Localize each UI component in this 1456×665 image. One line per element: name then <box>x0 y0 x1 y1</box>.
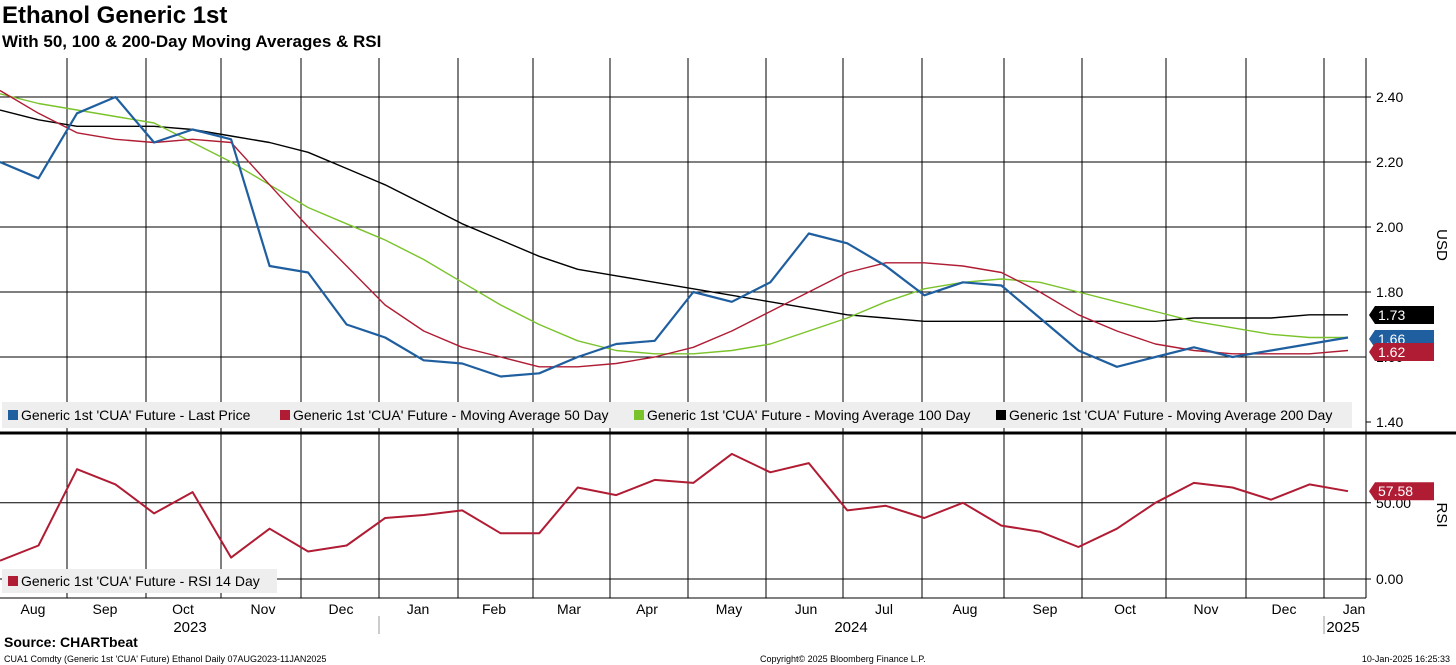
rsi-legend-box <box>2 569 277 593</box>
rsi-legend-label: Generic 1st 'CUA' Future - RSI 14 Day <box>21 573 260 589</box>
x-year-label: 2025 <box>1326 619 1359 636</box>
source-note: Source: CHARTbeat <box>4 634 138 650</box>
x-tick-label: Aug <box>953 601 978 617</box>
x-tick-label: Jul <box>875 601 893 617</box>
rsi-legend-swatch <box>8 576 18 586</box>
x-tick-label: Oct <box>172 601 194 617</box>
x-tick-label: Aug <box>21 601 46 617</box>
footer-copyright: Copyright© 2025 Bloomberg Finance L.P. <box>760 654 926 664</box>
y-axis-title: USD <box>1433 229 1450 261</box>
chart-title: Ethanol Generic 1st <box>2 2 228 29</box>
series-ma-50 <box>0 89 1349 368</box>
x-tick-label: Sep <box>93 601 118 617</box>
legend-box <box>2 402 1352 428</box>
rsi-last-value-label: 57.58 <box>1378 483 1413 499</box>
y-tick-label: 2.00 <box>1376 219 1403 235</box>
legend-swatch <box>280 410 290 420</box>
last-value-label: 1.73 <box>1378 307 1405 323</box>
footer-ticker: CUA1 Comdty (Generic 1st 'CUA' Future) E… <box>4 654 327 664</box>
x-tick-label: Jun <box>795 601 818 617</box>
x-tick-label: Oct <box>1114 601 1136 617</box>
legend-label: Generic 1st 'CUA' Future - Moving Averag… <box>1009 407 1332 423</box>
x-tick-label: Nov <box>1194 601 1219 617</box>
series-ma-200 <box>0 109 1348 322</box>
footer-timestamp: 10-Jan-2025 16:25:33 <box>1361 654 1450 664</box>
x-tick-label: Nov <box>251 601 276 617</box>
last-value-flag <box>1369 306 1434 324</box>
chart-subtitle: With 50, 100 & 200-Day Moving Averages &… <box>2 32 382 51</box>
y-tick-label: 1.40 <box>1376 414 1403 430</box>
legend-label: Generic 1st 'CUA' Future - Last Price <box>21 407 251 423</box>
x-year-label: 2023 <box>173 619 206 636</box>
series-ma-100 <box>0 93 1348 355</box>
legend-label: Generic 1st 'CUA' Future - Moving Averag… <box>293 407 609 423</box>
rsi-tick-label: 0.00 <box>1376 571 1403 587</box>
rsi-axis-title: RSI <box>1433 502 1450 527</box>
last-value-flag <box>1369 343 1434 361</box>
x-tick-label: Dec <box>329 601 354 617</box>
series-rsi-14 <box>0 452 1349 562</box>
x-tick-label: Dec <box>1272 601 1297 617</box>
x-tick-label: Mar <box>557 601 581 617</box>
x-year-label: 2024 <box>834 619 867 636</box>
y-tick-label: 1.80 <box>1376 284 1403 300</box>
y-tick-label: 2.40 <box>1376 89 1403 105</box>
legend-swatch <box>996 410 1006 420</box>
x-tick-label: Feb <box>482 601 506 617</box>
legend-label: Generic 1st 'CUA' Future - Moving Averag… <box>647 407 970 423</box>
x-tick-label: Sep <box>1033 601 1058 617</box>
y-tick-label: 2.20 <box>1376 154 1403 170</box>
rsi-last-value-flag <box>1369 482 1434 501</box>
x-tick-label: Jan <box>1343 601 1366 617</box>
legend-swatch <box>8 410 18 420</box>
last-value-label: 1.62 <box>1378 344 1405 360</box>
x-tick-label: May <box>716 601 742 617</box>
legend-swatch <box>634 410 644 420</box>
series-last-price <box>0 95 1349 378</box>
x-tick-label: Apr <box>636 601 658 617</box>
x-tick-label: Jan <box>407 601 430 617</box>
